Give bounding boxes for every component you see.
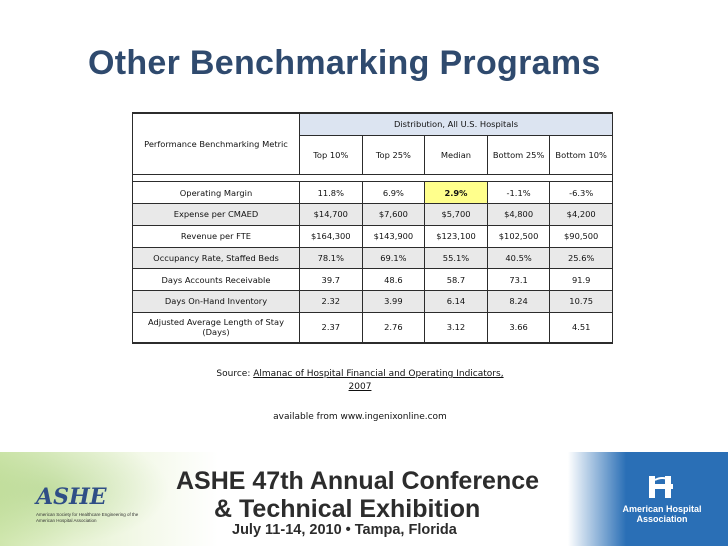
table-row: Days Accounts Receivable 39.7 48.6 58.7 … (133, 269, 612, 291)
row-metric: Adjusted Average Length of Stay (Days) (133, 312, 299, 342)
source-citation: Source: Almanac of Hospital Financial an… (205, 368, 515, 394)
row-metric: Revenue per FTE (133, 225, 299, 247)
table-cell: 25.6% (549, 247, 612, 269)
table-cell: 73.1 (486, 269, 550, 291)
table-cell: 6.9% (361, 182, 425, 204)
table-cell: 3.12 (424, 312, 487, 342)
table-row: Revenue per FTE $164,300 $143,900 $123,1… (133, 225, 612, 247)
source-prefix: Source: (216, 369, 254, 379)
table-row: Expense per CMAED $14,700 $7,600 $5,700 … (133, 204, 612, 225)
table-cell: $4,800 (486, 204, 550, 225)
conference-dates: July 11-14, 2010 • Tampa, Florida (232, 522, 457, 538)
table-cell: $14,700 (299, 204, 362, 225)
table-row: Days On-Hand Inventory 2.32 3.99 6.14 8.… (133, 291, 612, 312)
column-header: Median (424, 135, 487, 175)
table-cell: 4.51 (549, 312, 612, 342)
table-cell: 3.99 (361, 291, 425, 312)
table-cell: -6.3% (549, 182, 612, 204)
row-metric: Days Accounts Receivable (133, 269, 299, 291)
table-cell: 10.75 (549, 291, 612, 312)
ashe-logo-caption: American Society for Healthcare Engineer… (36, 512, 139, 523)
table-cell: 55.1% (424, 247, 487, 269)
table-cell: 69.1% (361, 247, 425, 269)
source-link[interactable]: Almanac of Hospital Financial and Operat… (253, 369, 504, 392)
aha-h-icon (649, 476, 673, 498)
table-cell: 11.8% (299, 182, 362, 204)
table-cell: $164,300 (299, 225, 362, 247)
column-header: Top 10% (299, 135, 362, 175)
highlighted-cell: 2.9% (424, 182, 487, 204)
table-cell: $5,700 (424, 204, 487, 225)
table-cell: -1.1% (486, 182, 550, 204)
table-cell: $143,900 (361, 225, 425, 247)
table-row: Operating Margin 11.8% 6.9% 2.9% -1.1% -… (133, 182, 612, 204)
table-cell: 3.66 (486, 312, 550, 342)
ashe-logo-text: ASHE (36, 484, 107, 510)
table-cell: $123,100 (424, 225, 487, 247)
row-metric: Expense per CMAED (133, 204, 299, 225)
row-metric: Occupancy Rate, Staffed Beds (133, 247, 299, 269)
column-header: Top 25% (361, 135, 425, 175)
aha-name: American Hospital Association (622, 504, 702, 524)
column-header: Bottom 25% (486, 135, 550, 175)
table-cell: 91.9 (549, 269, 612, 291)
availability-note: available from www.ingenixonline.com (273, 412, 447, 422)
table-cell: 58.7 (424, 269, 487, 291)
conference-banner: ASHE American Society for Healthcare Eng… (0, 452, 728, 546)
group-header: Distribution, All U.S. Hospitals (299, 114, 612, 135)
row-metric: Days On-Hand Inventory (133, 291, 299, 312)
table-cell: 48.6 (361, 269, 425, 291)
benchmark-table: Performance Benchmarking Metric Distribu… (132, 112, 613, 344)
table-cell: $4,200 (549, 204, 612, 225)
conference-title: ASHE 47th Annual Conference (176, 467, 540, 495)
table-row: Occupancy Rate, Staffed Beds 78.1% 69.1%… (133, 247, 612, 269)
table-cell: 2.32 (299, 291, 362, 312)
table-cell: 6.14 (424, 291, 487, 312)
aha-logo: American Hospital Association (612, 474, 712, 536)
slide-title: Other Benchmarking Programs (88, 44, 601, 82)
table-row: Adjusted Average Length of Stay (Days) 2… (133, 312, 612, 342)
table-cell: $102,500 (486, 225, 550, 247)
table-cell: 2.76 (361, 312, 425, 342)
table-cell: 39.7 (299, 269, 362, 291)
metric-header: Performance Benchmarking Metric (133, 114, 299, 175)
palm-leaves-decoration (0, 452, 170, 546)
column-header: Bottom 10% (549, 135, 612, 175)
table-cell: 8.24 (486, 291, 550, 312)
row-metric: Operating Margin (133, 182, 299, 204)
ashe-logo: ASHE American Society for Healthcare Eng… (22, 480, 138, 540)
table-cell: $7,600 (361, 204, 425, 225)
conference-subtitle: & Technical Exhibition (214, 495, 481, 523)
table-cell: 40.5% (486, 247, 550, 269)
table-cell: $90,500 (549, 225, 612, 247)
table-cell: 2.37 (299, 312, 362, 342)
table-cell: 78.1% (299, 247, 362, 269)
